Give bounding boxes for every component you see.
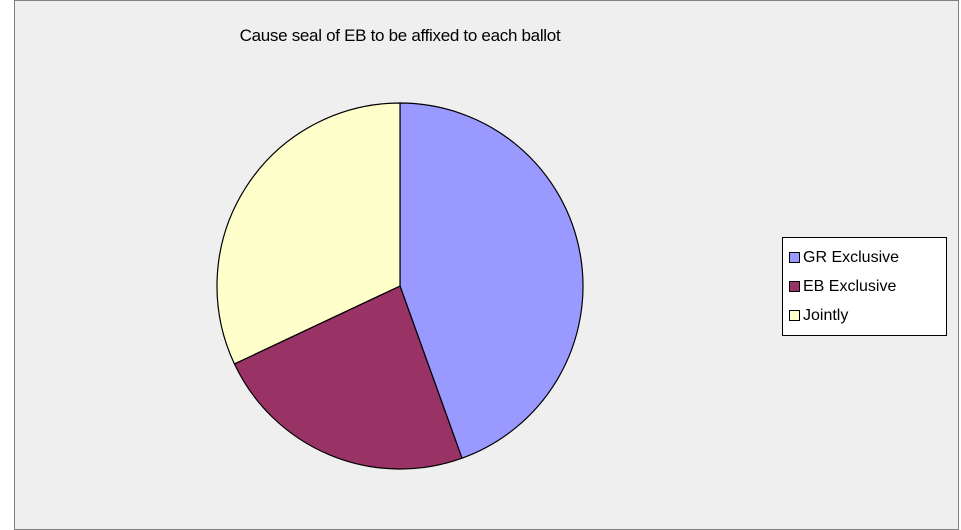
pie-slice-jointly (216, 102, 401, 365)
pie-slice-eb-exclusive (233, 285, 463, 470)
legend-swatch-gr-exclusive (789, 252, 800, 263)
legend-item-eb-exclusive: EB Exclusive (783, 272, 946, 301)
legend-label-eb-exclusive: EB Exclusive (803, 277, 897, 295)
pie-chart (216, 102, 584, 470)
legend-swatch-jointly (789, 310, 800, 321)
pie-slice-gr-exclusive (399, 102, 584, 459)
legend: GR Exclusive EB Exclusive Jointly (782, 237, 947, 336)
legend-swatch-eb-exclusive (789, 281, 800, 292)
legend-item-gr-exclusive: GR Exclusive (783, 243, 946, 272)
legend-item-jointly: Jointly (783, 301, 946, 330)
legend-label-gr-exclusive: GR Exclusive (803, 248, 900, 266)
chart-title: Cause seal of EB to be affixed to each b… (239, 26, 561, 45)
legend-label-jointly: Jointly (803, 306, 849, 324)
